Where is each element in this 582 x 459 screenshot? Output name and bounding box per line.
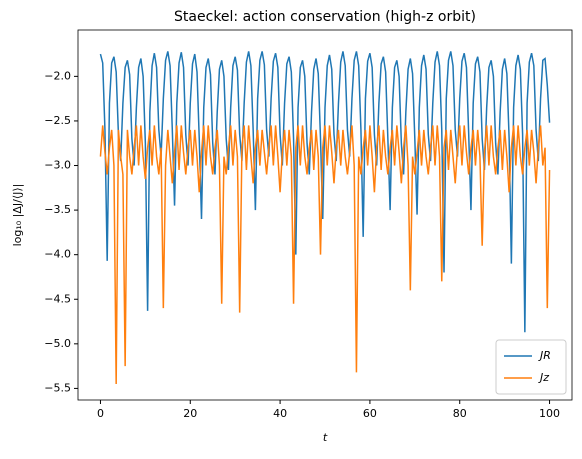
series-line xyxy=(99,125,551,384)
y-tick-label: −3.5 xyxy=(44,203,71,216)
chart-title: Staeckel: action conservation (high-z or… xyxy=(174,9,476,25)
x-tick-label: 60 xyxy=(363,407,377,420)
x-tick-label: 20 xyxy=(183,407,197,420)
x-tick-label: 100 xyxy=(539,407,560,420)
legend-label: JR xyxy=(538,349,551,362)
x-tick-label: 40 xyxy=(273,407,287,420)
x-axis-label: t xyxy=(323,431,328,444)
plot-frame xyxy=(77,29,573,401)
legend-box xyxy=(495,339,567,395)
y-tick-label: −5.5 xyxy=(44,381,71,394)
y-tick-label: −2.5 xyxy=(44,114,71,127)
series-line xyxy=(99,51,551,333)
y-tick-label: −4.5 xyxy=(44,292,71,305)
y-axis-label: log₁₀ |ΔJ/⟨J⟩| xyxy=(11,184,24,247)
x-tick-label: 80 xyxy=(453,407,467,420)
legend-label: Jz xyxy=(538,371,549,384)
y-tick-label: −2.0 xyxy=(44,69,71,82)
x-tick-label: 0 xyxy=(97,407,104,420)
y-tick-label: −4.0 xyxy=(44,248,71,261)
y-tick-label: −5.0 xyxy=(44,337,71,350)
y-tick-label: −3.0 xyxy=(44,159,71,172)
